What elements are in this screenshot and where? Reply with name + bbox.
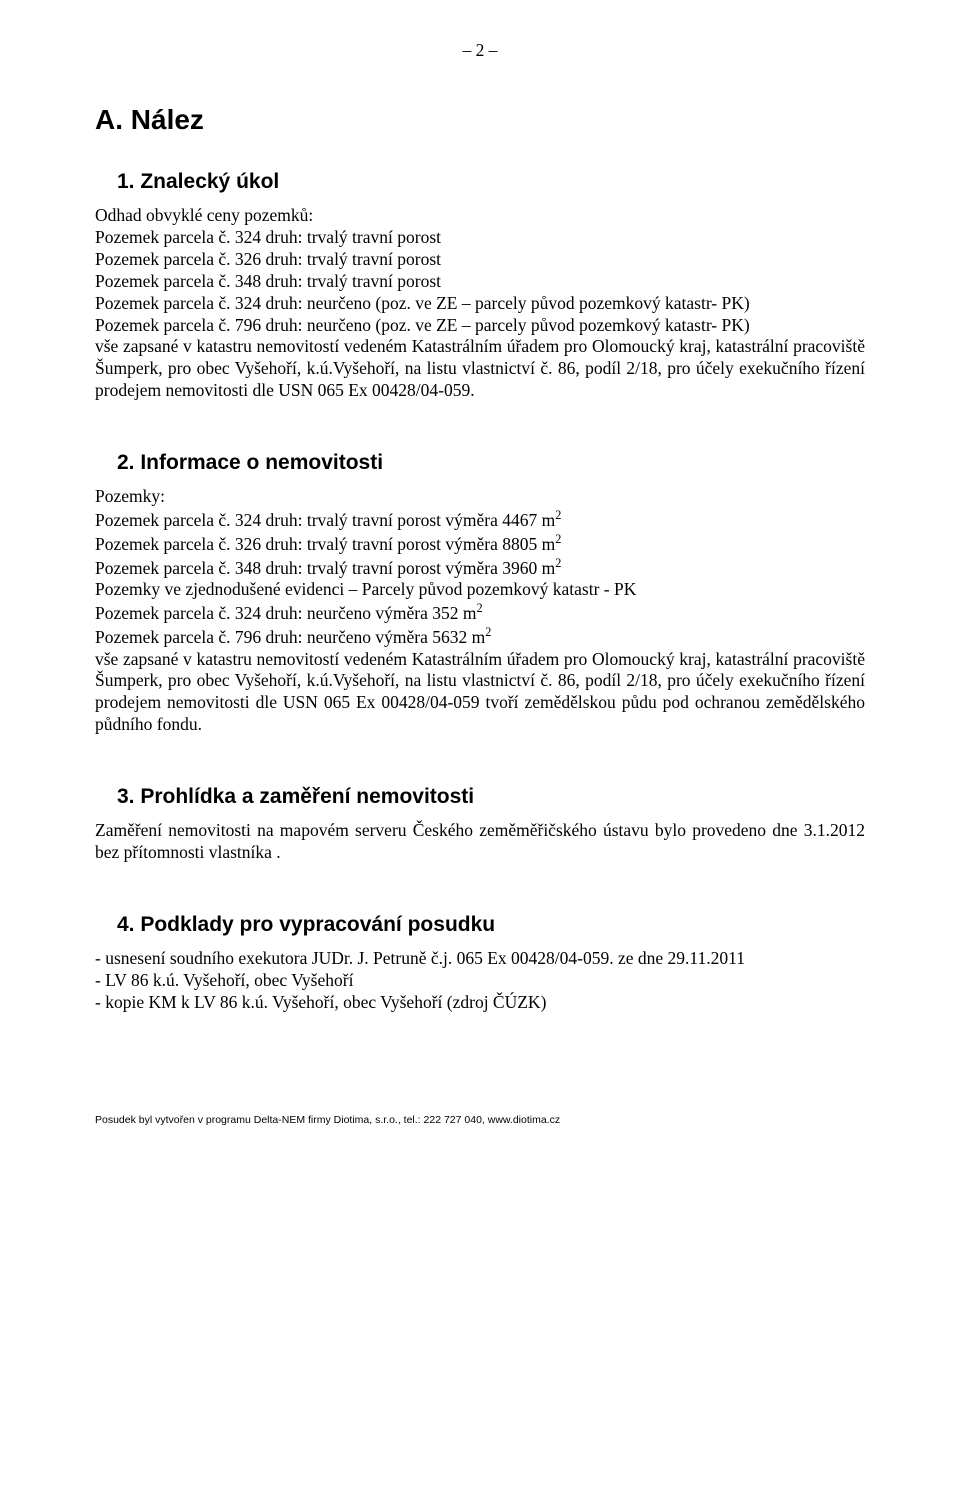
- section-2-line-1: Pozemek parcela č. 326 druh: trvalý trav…: [95, 532, 865, 556]
- section-1: 1. Znalecký úkol Odhad obvyklé ceny poze…: [95, 169, 865, 402]
- section-1-line-1: Pozemek parcela č. 326 druh: trvalý trav…: [95, 249, 865, 271]
- sup-2: 2: [555, 556, 561, 570]
- heading-main: A. Nález: [95, 102, 865, 137]
- section-2-line-0-text: Pozemek parcela č. 324 druh: trvalý trav…: [95, 510, 555, 530]
- section-4: 4. Podklady pro vypracování posudku - us…: [95, 912, 865, 1014]
- section-3: 3. Prohlídka a zaměření nemovitosti Zamě…: [95, 784, 865, 864]
- section-4-line-2: - kopie KM k LV 86 k.ú. Vyšehoří, obec V…: [95, 992, 865, 1014]
- sup-2: 2: [555, 508, 561, 522]
- section-1-line-3: Pozemek parcela č. 324 druh: neurčeno (p…: [95, 293, 865, 315]
- section-2-line-1-text: Pozemek parcela č. 326 druh: trvalý trav…: [95, 534, 555, 554]
- section-2-line2-0-text: Pozemek parcela č. 324 druh: neurčeno vý…: [95, 603, 476, 623]
- section-2-tail: vše zapsané v katastru nemovitostí veden…: [95, 649, 865, 737]
- section-1-line-0: Pozemek parcela č. 324 druh: trvalý trav…: [95, 227, 865, 249]
- sup-2: 2: [476, 601, 482, 615]
- footer-text: Posudek byl vytvořen v programu Delta-NE…: [95, 1114, 865, 1127]
- section-1-title: 1. Znalecký úkol: [95, 169, 865, 195]
- sup-2: 2: [555, 532, 561, 546]
- section-3-body: Zaměření nemovitosti na mapovém serveru …: [95, 820, 865, 864]
- section-2-title: 2. Informace o nemovitosti: [95, 450, 865, 476]
- section-2-line2-1-text: Pozemek parcela č. 796 druh: neurčeno vý…: [95, 627, 485, 647]
- section-1-line-4: Pozemek parcela č. 796 druh: neurčeno (p…: [95, 315, 865, 337]
- page-number: – 2 –: [95, 40, 865, 62]
- section-4-title: 4. Podklady pro vypracování posudku: [95, 912, 865, 938]
- section-4-line-1: - LV 86 k.ú. Vyšehoří, obec Vyšehoří: [95, 970, 865, 992]
- section-1-tail: vše zapsané v katastru nemovitostí veden…: [95, 336, 865, 402]
- section-2-line-2-text: Pozemek parcela č. 348 druh: trvalý trav…: [95, 557, 555, 577]
- section-2-line-0: Pozemek parcela č. 324 druh: trvalý trav…: [95, 508, 865, 532]
- section-4-line-0: - usnesení soudního exekutora JUDr. J. P…: [95, 948, 865, 970]
- section-1-intro: Odhad obvyklé ceny pozemků:: [95, 205, 865, 227]
- section-3-title: 3. Prohlídka a zaměření nemovitosti: [95, 784, 865, 810]
- section-2: 2. Informace o nemovitosti Pozemky: Poze…: [95, 450, 865, 736]
- section-1-line-2: Pozemek parcela č. 348 druh: trvalý trav…: [95, 271, 865, 293]
- section-2-line2-1: Pozemek parcela č. 796 druh: neurčeno vý…: [95, 625, 865, 649]
- section-2-line2-0: Pozemek parcela č. 324 druh: neurčeno vý…: [95, 601, 865, 625]
- section-2-pk-line: Pozemky ve zjednodušené evidenci – Parce…: [95, 579, 865, 601]
- section-2-intro: Pozemky:: [95, 486, 865, 508]
- sup-2: 2: [485, 625, 491, 639]
- section-2-line-2: Pozemek parcela č. 348 druh: trvalý trav…: [95, 556, 865, 580]
